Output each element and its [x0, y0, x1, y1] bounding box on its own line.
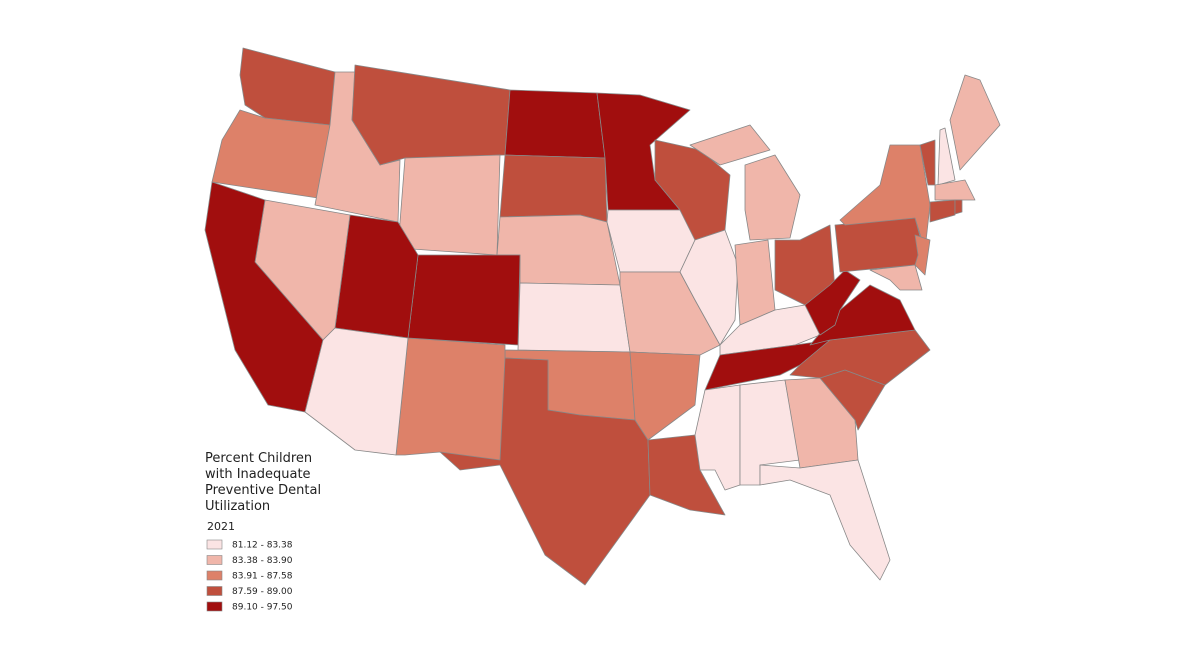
state [937, 127, 956, 186]
state [759, 459, 891, 581]
state [934, 179, 976, 201]
state [239, 47, 336, 126]
state [869, 264, 923, 291]
state [784, 377, 859, 469]
legend-label: 89.10 - 97.50 [232, 603, 293, 613]
state [351, 64, 511, 166]
legend-label: 87.59 - 89.00 [232, 587, 293, 597]
states [204, 47, 1001, 586]
state [929, 199, 956, 223]
legend-swatch [206, 601, 223, 612]
state [397, 154, 501, 256]
state [517, 282, 631, 353]
legend-label: 81.12 - 83.38 [232, 541, 293, 551]
state [744, 154, 801, 241]
legend-label: 83.38 - 83.90 [232, 556, 293, 566]
legend-swatch [206, 570, 223, 581]
state [304, 327, 409, 456]
legend-title: Preventive Dental [205, 483, 321, 498]
state [504, 89, 606, 159]
state [629, 351, 701, 441]
legend-title: Utilization [205, 499, 270, 514]
legend-title: Percent Children [205, 451, 312, 466]
legend-swatch [206, 539, 223, 550]
state [804, 269, 861, 336]
state [914, 234, 931, 276]
legend-label: 83.91 - 87.58 [232, 572, 293, 582]
state [499, 154, 608, 223]
legend-title: with Inadequate [205, 467, 311, 482]
state [606, 209, 696, 273]
legend-swatch [206, 586, 223, 596]
state [395, 337, 506, 461]
legend-swatch [206, 555, 223, 565]
state [407, 254, 521, 346]
state [949, 74, 1001, 171]
state [679, 229, 739, 346]
state [211, 109, 331, 199]
state [834, 217, 926, 273]
state [689, 124, 771, 166]
state [954, 199, 963, 215]
legend-year: 2021 [207, 520, 235, 533]
